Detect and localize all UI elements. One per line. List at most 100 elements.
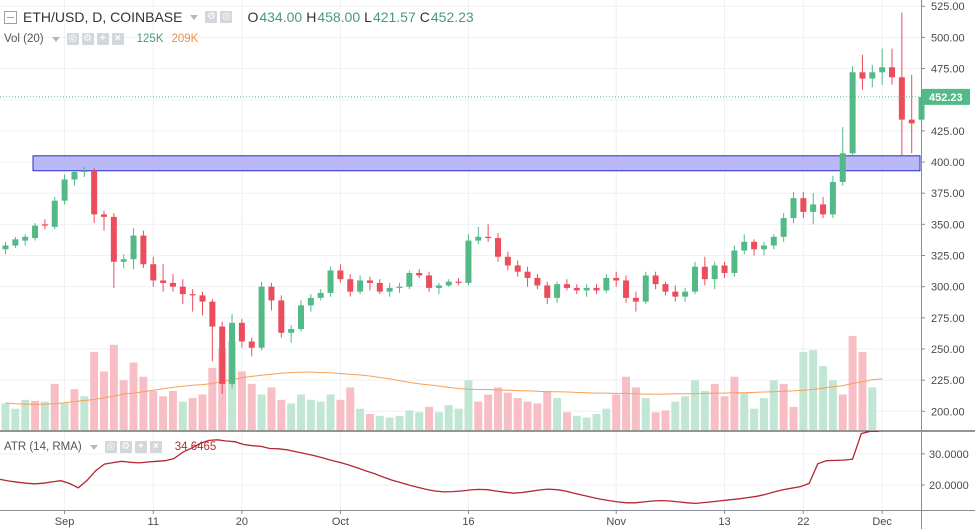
settings-icon[interactable]: ⚙ [205,11,218,23]
volume-bar [671,401,680,430]
volume-bar [50,383,59,430]
candle [889,48,895,85]
chevron-down-icon[interactable] [89,444,98,450]
volume-bar [769,380,778,430]
atr-indicator-label[interactable]: ATR (14, RMA) [4,441,82,453]
candle-body [760,245,767,250]
candle [554,281,561,303]
volume-bar [750,408,759,430]
candle-body [889,67,895,78]
volume-bar [848,335,857,430]
candle-body [741,241,748,251]
volume-bar [316,401,325,430]
main-legend: ETH/USD, D, COINBASE ⚙ ◎ O 434.00 H 458.00… [4,7,474,27]
volume-bar [100,371,108,430]
candle [662,281,669,296]
close-icon[interactable]: × [149,441,162,453]
atr-tick-label: 30.0000 [929,449,969,461]
volume-bar [572,415,581,430]
volume-bar [237,371,246,430]
collapse-legend-button[interactable] [4,10,17,24]
candle-body [554,284,561,298]
volume-bar [40,401,49,430]
chevron-down-icon[interactable] [190,14,199,20]
candle-body [810,204,817,212]
volume-bar [178,401,187,430]
volume-bar [287,403,296,430]
volume-bar [681,396,690,430]
candle-body [71,172,78,180]
hide-icon[interactable]: ◎ [66,33,79,45]
candle [445,279,452,287]
candle-body [406,272,413,287]
time-tick-label: Dec [872,516,892,528]
candle-body [908,119,915,124]
candle-body [820,204,827,215]
volume-bar [395,415,404,430]
candle [209,299,216,362]
volume-bar [533,403,542,430]
low-value: 421.57 [372,9,416,25]
time-axis[interactable]: Sep 11 20 Oct 16 Nov 13 22 Dec [55,510,893,528]
candle [780,213,787,242]
candle-body [829,181,836,215]
candle-body [583,287,590,291]
candle [189,289,196,312]
volume-bar [730,376,739,430]
chart-gridlines [0,0,921,510]
candle-body [248,341,255,348]
price-tick-label: 250.00 [931,344,965,356]
candle [829,175,836,219]
candle-body [563,284,570,288]
hide-icon[interactable]: ◎ [104,441,117,453]
volume-indicator-label[interactable]: Vol (20) [4,33,44,45]
add-icon[interactable]: + [96,33,109,45]
close-icon[interactable]: × [111,33,124,45]
time-tick-label: Sep [55,516,75,528]
volume-bar [710,383,719,430]
volume-bar [868,387,877,430]
resistance-zone[interactable] [32,155,921,172]
volume-bar [651,412,660,430]
candle-body [150,264,157,281]
candle [317,289,324,301]
candle [485,224,492,242]
candle-body [189,294,196,296]
candle [327,266,334,297]
atr-axis[interactable]: 30.0000 20.0000 [921,449,969,492]
volume-bar [306,399,315,430]
candle [229,314,236,388]
symbol-title[interactable]: ETH/USD, D, COINBASE [23,9,183,25]
add-icon[interactable]: + [134,441,147,453]
candle [406,270,413,290]
candle-body [770,236,777,246]
candle [130,228,137,270]
volume-bar [543,390,552,430]
volume-bar [484,394,493,430]
candle [849,66,856,156]
candle [672,285,679,302]
settings-icon[interactable]: ⚙ [81,33,94,45]
candle-body [721,265,728,273]
candle [337,264,344,283]
volume-moving-average-line [5,371,883,405]
price-tick-label: 375.00 [931,188,965,200]
volume-bar [21,399,30,430]
candle [534,274,541,290]
last-price-badge: 452.23 [922,88,970,105]
candle [613,271,620,287]
price-tick-label: 300.00 [931,282,965,294]
volume-bar [523,401,532,430]
hide-icon[interactable]: ◎ [220,11,233,23]
volume-bar [139,376,148,430]
candle-body [603,277,610,291]
price-axis[interactable]: 525.00500.00475.00450.00425.00400.00375.… [921,1,965,418]
volume-bar [661,410,670,430]
candle-body [278,300,285,333]
candle [642,271,649,305]
volume-bar [356,408,365,430]
chevron-down-icon[interactable] [51,36,60,42]
close-value: 452.23 [430,9,474,25]
settings-icon[interactable]: ⚙ [119,441,132,453]
